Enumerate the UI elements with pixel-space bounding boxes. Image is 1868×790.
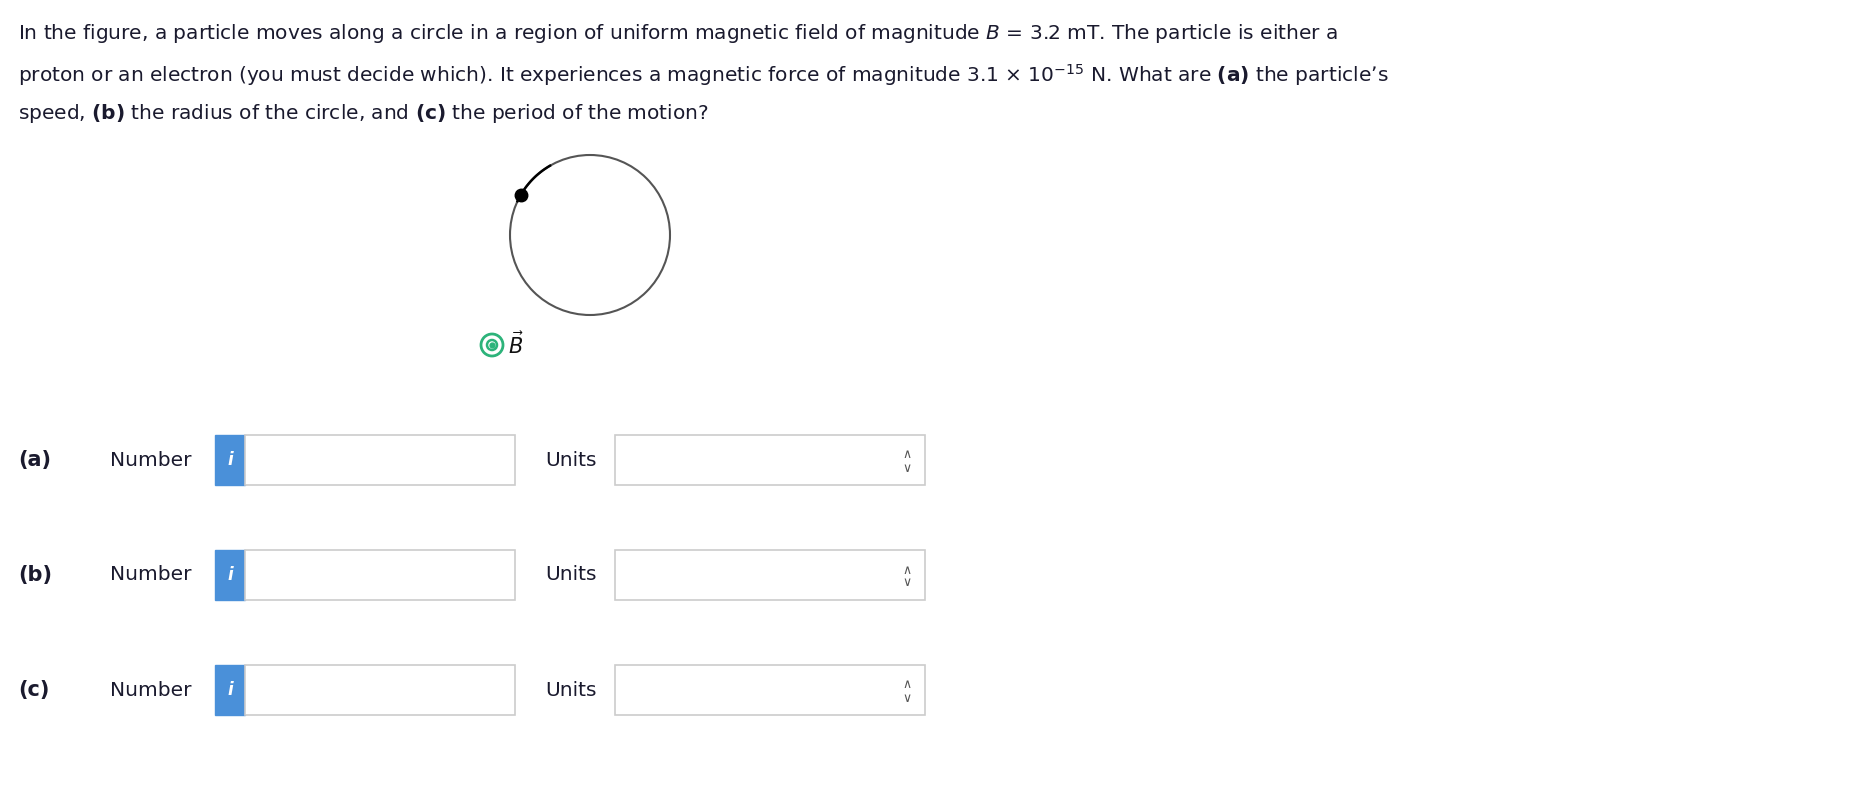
Bar <box>215 435 245 485</box>
Text: Number: Number <box>110 680 192 699</box>
Text: speed, $\mathbf{(b)}$ the radius of the circle, and $\mathbf{(c)}$ the period of: speed, $\mathbf{(b)}$ the radius of the … <box>19 102 708 125</box>
Text: ∧: ∧ <box>902 449 912 461</box>
Bar <box>615 665 925 715</box>
Bar <box>245 665 516 715</box>
Text: (a): (a) <box>19 450 50 470</box>
Bar <box>615 550 925 600</box>
Text: Number: Number <box>110 566 192 585</box>
Text: Units: Units <box>545 450 596 469</box>
Text: Number: Number <box>110 450 192 469</box>
Text: Units: Units <box>545 566 596 585</box>
Text: In the figure, a particle moves along a circle in a region of uniform magnetic f: In the figure, a particle moves along a … <box>19 22 1337 45</box>
Text: (b): (b) <box>19 565 52 585</box>
Bar <box>245 550 516 600</box>
Text: i: i <box>228 451 234 469</box>
Text: proton or an electron (you must decide which). It experiences a magnetic force o: proton or an electron (you must decide w… <box>19 62 1388 88</box>
Text: Units: Units <box>545 680 596 699</box>
Text: ∨: ∨ <box>902 461 912 475</box>
Text: ∧: ∧ <box>902 679 912 691</box>
Bar <box>215 665 245 715</box>
Bar <box>215 550 245 600</box>
Bar <box>245 435 516 485</box>
Bar <box>615 435 925 485</box>
Text: ∨: ∨ <box>902 691 912 705</box>
Text: ∨: ∨ <box>902 577 912 589</box>
Text: $\vec{B}$: $\vec{B}$ <box>508 332 523 359</box>
Text: (c): (c) <box>19 680 49 700</box>
Text: i: i <box>228 566 234 584</box>
Text: ∧: ∧ <box>902 563 912 577</box>
Text: i: i <box>228 681 234 699</box>
